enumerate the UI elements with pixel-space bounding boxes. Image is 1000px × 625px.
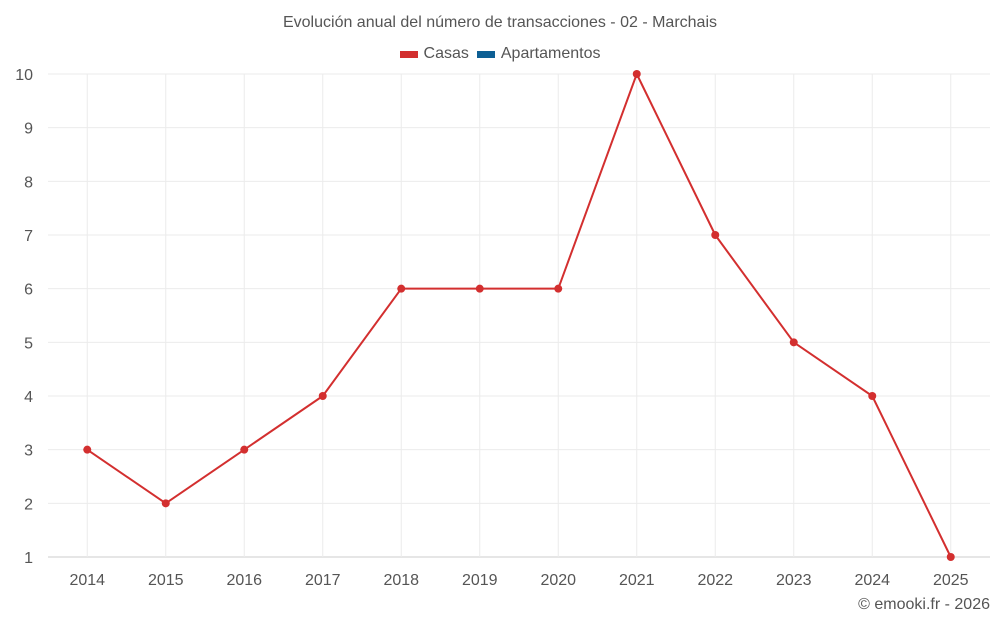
data-point (240, 445, 249, 454)
x-tick-label: 2015 (148, 572, 184, 589)
grid-layer (48, 73, 990, 558)
series-line (86, 73, 952, 558)
credit-text: © emooki.fr - 2026 (858, 596, 990, 613)
chart-legend: Casas Apartamentos (0, 45, 1000, 63)
data-point (83, 445, 92, 454)
data-point (946, 553, 955, 561)
series-layer (83, 70, 955, 561)
data-point (789, 338, 798, 347)
data-point (632, 70, 641, 78)
data-point (475, 284, 484, 293)
y-tick-label: 8 (24, 174, 33, 191)
chart-title: Evolución anual del número de transaccio… (282, 14, 717, 31)
y-tick-label: 7 (24, 228, 33, 245)
legend-label-casas: Casas (423, 45, 469, 62)
x-tick-label: 2021 (619, 572, 655, 589)
legend-label-apartamentos: Apartamentos (500, 45, 601, 62)
data-point (318, 392, 327, 400)
x-tick-label: 2024 (854, 572, 890, 589)
x-tick-label: 2022 (697, 572, 733, 589)
legend-swatch-casas (399, 50, 418, 58)
y-tick-label: 3 (24, 443, 33, 460)
x-tick-label: 2023 (776, 572, 812, 589)
y-tick-label: 4 (24, 389, 33, 406)
x-tick-label: 2025 (933, 572, 969, 589)
legend-item-casas[interactable]: Casas (399, 45, 469, 63)
data-point (161, 499, 170, 508)
x-tick-label: 2020 (540, 572, 576, 589)
y-tick-label: 10 (15, 67, 33, 84)
x-tick-label: 2019 (462, 572, 498, 589)
y-tick-label: 2 (24, 496, 33, 513)
y-tick-label: 9 (24, 121, 33, 138)
y-tick-label: 5 (24, 335, 33, 352)
data-point (711, 231, 720, 239)
data-point (868, 392, 877, 400)
data-point (554, 284, 563, 293)
y-tick-label: 6 (24, 282, 33, 299)
legend-item-apartamentos[interactable]: Apartamentos (476, 45, 601, 63)
x-tick-label: 2014 (69, 572, 105, 589)
x-tick-label: 2017 (305, 572, 341, 589)
x-tick-label: 2016 (226, 572, 262, 589)
data-point (397, 284, 406, 293)
y-tick-label: 1 (24, 550, 33, 567)
axis-layer: 1 2 3 4 5 6 7 8 9 10 2014 2015 2016 2017 2018 2019 2020 2… (15, 67, 968, 589)
legend-swatch-apartamentos (476, 50, 495, 58)
x-tick-label: 2018 (383, 572, 419, 589)
